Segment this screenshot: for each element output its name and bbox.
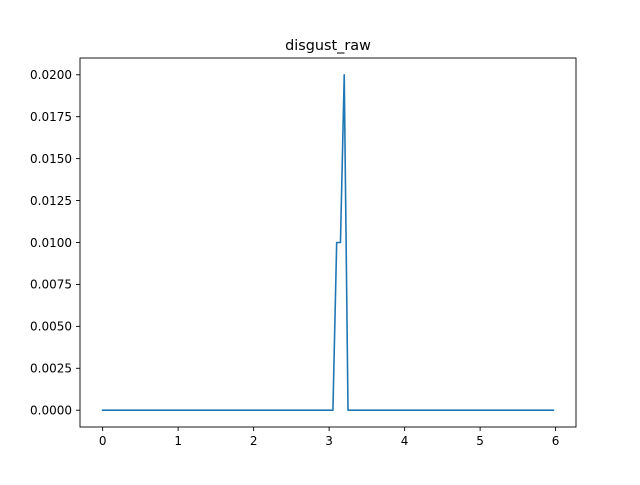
chart-title: disgust_raw bbox=[285, 38, 371, 54]
plot-area bbox=[101, 73, 555, 412]
y-tick-label: 0.0100 bbox=[30, 236, 72, 250]
y-tick-label: 0.0175 bbox=[30, 110, 72, 124]
y-tick-label: 0.0000 bbox=[30, 404, 72, 418]
y-tick-label: 0.0200 bbox=[30, 68, 72, 82]
axes: 0 1 2 3 4 5 6 0.0000 0.0025 0.0050 0.0075 0.0100 0.0… bbox=[30, 57, 577, 448]
series-line-0 bbox=[101, 73, 555, 412]
y-tick-label: 0.0125 bbox=[30, 194, 72, 208]
x-tick-label: 5 bbox=[476, 434, 484, 448]
x-tick-label: 3 bbox=[325, 434, 333, 448]
y-tick-label: 0.0150 bbox=[30, 152, 72, 166]
x-tick-label: 0 bbox=[99, 434, 107, 448]
y-tick-label: 0.0050 bbox=[30, 320, 72, 334]
x-tick-label: 1 bbox=[174, 434, 182, 448]
y-tick-label: 0.0025 bbox=[30, 362, 72, 376]
x-tick-label: 2 bbox=[250, 434, 258, 448]
x-tick-label: 4 bbox=[401, 434, 409, 448]
y-tick-label: 0.0075 bbox=[30, 278, 72, 292]
x-tick-label: 6 bbox=[552, 434, 560, 448]
